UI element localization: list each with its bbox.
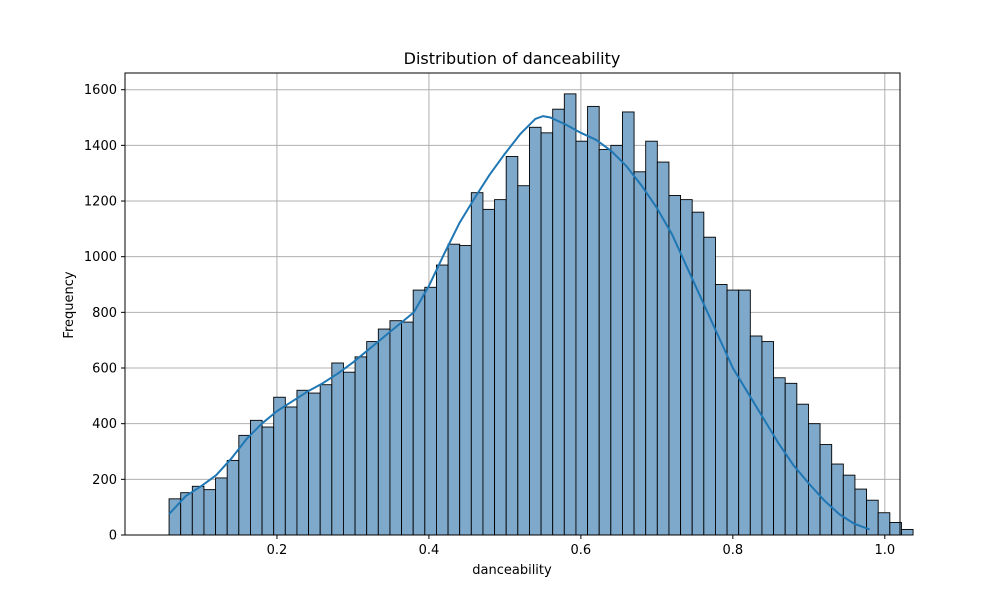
histogram-bar (354, 356, 368, 536)
y-tick-label: 400 (92, 417, 117, 432)
histogram-bar (459, 245, 472, 536)
histogram-bar (203, 489, 217, 536)
histogram-bar (447, 243, 461, 536)
histogram-bar (749, 335, 763, 536)
histogram-bar (215, 477, 228, 536)
x-tick-label: 0.2 (267, 543, 288, 558)
histogram-bar (319, 384, 333, 536)
y-tick-label: 1200 (84, 195, 117, 210)
histogram-bar (308, 392, 321, 536)
y-axis-title: Frequency (62, 271, 77, 338)
y-tick-label: 200 (92, 473, 117, 488)
histogram-bar (284, 406, 298, 536)
histogram-bar (726, 289, 740, 536)
histogram-bar (761, 341, 775, 536)
histogram-bar (424, 286, 437, 536)
x-axis-ticks: 0.2 0.4 0.6 0.8 1.0 (267, 535, 895, 558)
histogram-bar (563, 93, 577, 536)
y-tick-label: 1400 (84, 139, 117, 154)
y-axis-ticks: 0 200 400 600 800 1000 1200 1400 1600 (84, 83, 125, 544)
y-tick-label: 0 (109, 529, 117, 544)
x-tick-label: 0.4 (419, 543, 440, 558)
x-tick-label: 1.0 (874, 543, 895, 558)
histogram-bar (691, 211, 705, 536)
histogram-bar (552, 108, 565, 536)
histogram-bar (738, 289, 751, 536)
histogram-bar (505, 156, 519, 536)
histogram-bar (621, 111, 635, 536)
y-tick-label: 1000 (84, 250, 117, 265)
y-tick-label: 800 (92, 306, 117, 321)
histogram-bar (680, 199, 693, 536)
plot-frame (124, 72, 901, 536)
histogram-bar (412, 289, 426, 536)
histogram-bar (377, 328, 391, 536)
histogram-bar (703, 236, 716, 536)
x-tick-label: 0.6 (571, 543, 592, 558)
histogram-bar (714, 284, 728, 536)
kde-layer (168, 115, 870, 531)
histogram-bar (900, 528, 914, 536)
histogram-bar (598, 149, 612, 536)
histogram-bar (435, 264, 449, 536)
histogram-bar (331, 362, 344, 536)
histogram-bar (587, 105, 600, 536)
histogram-bar (296, 389, 310, 536)
histogram-bar (633, 171, 647, 536)
histogram-bar (773, 377, 786, 536)
histogram-bar (342, 371, 356, 536)
histogram-bar (528, 126, 542, 536)
histogram-bar (796, 403, 809, 536)
kde-curve (168, 115, 870, 531)
histogram-bar (668, 195, 682, 536)
histogram-bar (575, 140, 589, 536)
histogram-bar (226, 459, 240, 536)
histogram-bar (877, 512, 891, 536)
histogram-bar (470, 192, 484, 536)
histogram-bar (494, 199, 507, 536)
histogram-bar (517, 185, 530, 536)
histogram-bar (366, 341, 379, 536)
x-tick-label: 0.8 (722, 543, 743, 558)
histogram-bar (482, 208, 496, 536)
histogram-bar (238, 434, 251, 536)
y-tick-label: 1600 (84, 83, 117, 98)
y-tick-label: 600 (92, 362, 117, 377)
histogram-bar (261, 426, 275, 536)
histogram-bar (191, 485, 205, 536)
histogram-bar (389, 320, 403, 536)
histogram-bar (842, 474, 856, 536)
histogram-bar (273, 396, 286, 536)
histogram-bar (784, 382, 798, 536)
histogram-bar (819, 444, 833, 536)
histogram-bar (807, 423, 821, 536)
histogram-bar (401, 321, 414, 536)
chart-title: Distribution of danceability (404, 49, 621, 68)
x-axis-title: danceability (472, 563, 552, 578)
histogram-bar (540, 132, 554, 536)
histogram-bar (249, 419, 263, 536)
histogram-bar (831, 463, 844, 536)
histogram-bar (610, 144, 623, 536)
bars-layer (168, 93, 914, 536)
